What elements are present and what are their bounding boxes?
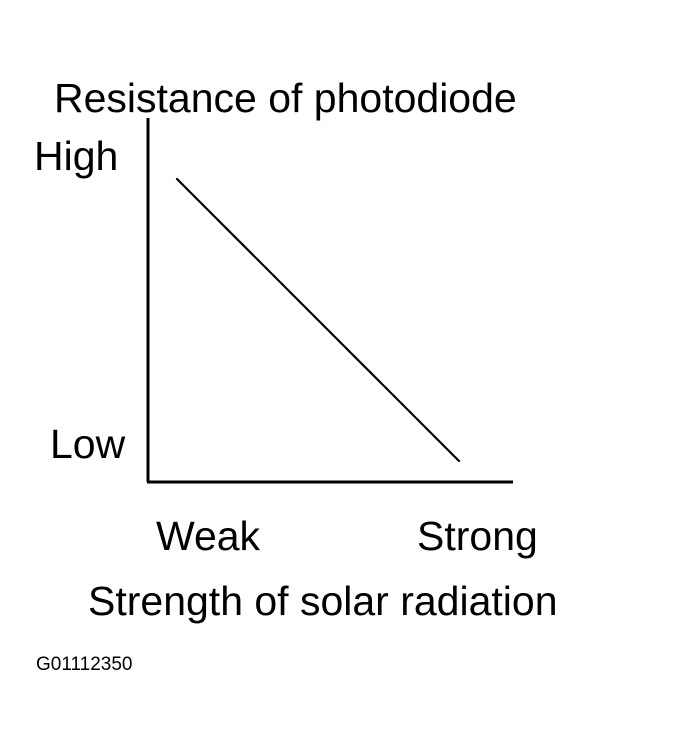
- y-axis-title: Resistance of photodiode: [54, 75, 517, 121]
- x-tick-weak: Weak: [156, 513, 261, 559]
- x-tick-strong: Strong: [417, 513, 538, 559]
- figure-id: G01112350: [36, 654, 133, 675]
- x-axis-title: Strength of solar radiation: [88, 578, 558, 624]
- resistance-line: [175, 177, 461, 463]
- y-tick-low: Low: [50, 421, 126, 467]
- y-tick-high: High: [34, 133, 119, 179]
